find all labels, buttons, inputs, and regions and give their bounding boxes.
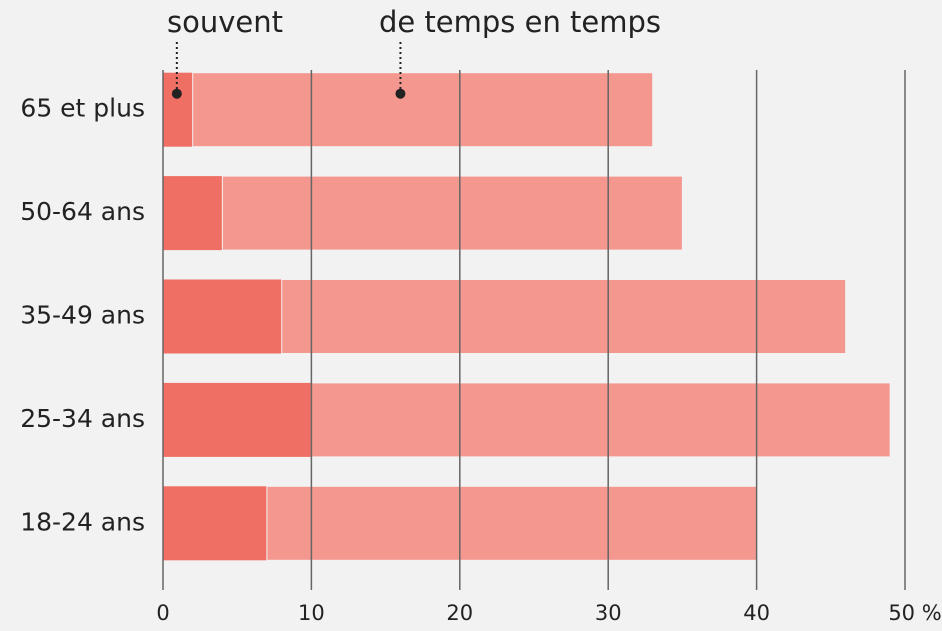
bar-segment xyxy=(163,486,267,561)
bar-segment xyxy=(266,485,758,561)
legend-dot xyxy=(171,88,182,99)
category-label: 25-34 ans xyxy=(20,404,145,433)
bar-segment xyxy=(221,175,683,251)
bar-segment xyxy=(163,279,282,354)
category-label: 65 et plus xyxy=(20,94,145,123)
category-label: 50-64 ans xyxy=(20,197,145,226)
legend-label: de temps en temps xyxy=(379,5,661,39)
x-tick-label: 10 xyxy=(298,601,325,625)
category-label: 35-49 ans xyxy=(20,301,145,330)
legend-dot xyxy=(395,88,406,99)
bar-segment xyxy=(310,382,891,458)
x-tick-label: 0 xyxy=(156,601,169,625)
bar-segment xyxy=(163,176,223,251)
category-label: 18-24 ans xyxy=(20,507,145,536)
x-tick-label: 30 xyxy=(595,601,622,625)
legend-label: souvent xyxy=(167,5,283,39)
bar-segment xyxy=(163,72,193,147)
bar-segment xyxy=(163,382,312,457)
x-tick-label: 40 xyxy=(743,601,770,625)
x-tick-label: 50 % xyxy=(888,601,941,625)
bar-segment xyxy=(281,279,847,354)
x-tick-label: 20 xyxy=(446,601,473,625)
bar-segment xyxy=(192,72,654,148)
